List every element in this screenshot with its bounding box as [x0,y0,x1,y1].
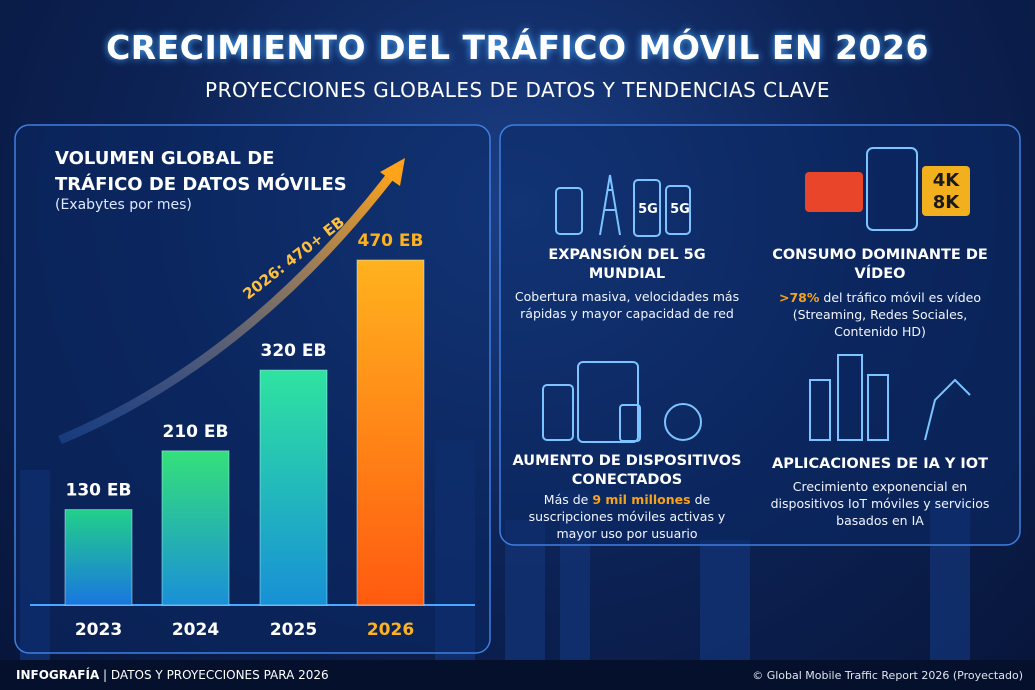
body-text: Cobertura masiva, velocidades más rápida… [514,289,740,321]
bar [259,369,328,606]
card-body: Más de 9 mil millones de suscripciones m… [512,491,742,542]
highlight-text: 9 mil millones [592,492,691,507]
arrow-head [380,158,405,186]
value-label: 130 EB [66,481,132,501]
x-tick-label: 2025 [270,620,317,640]
chart-title: VOLUMEN GLOBAL DE TRÁFICO DE DATOS MÓVIL… [55,148,347,195]
icons [542,147,971,443]
bar [161,450,230,606]
footer-left: INFOGRAFÍA | DATOS Y PROYECCIONES PARA 2… [16,668,329,682]
footer-label: INFOGRAFÍA [16,668,100,682]
x-tick-label: 2023 [75,620,122,640]
value-label: 210 EB [163,422,229,442]
footer-source: © Global Mobile Traffic Report 2026 (Pro… [752,669,1023,682]
card-title: AUMENTO DE DISPOSITIVOS CONECTADOS [512,453,742,488]
card-body: Crecimiento exponencial en dispositivos … [765,478,995,529]
x-tick-label: 2026 [367,620,414,640]
body-text: del tráfico móvil es vídeo (Streaming, R… [792,290,981,339]
body-text: Más de [543,492,593,507]
highlight-text: >78% [779,290,820,305]
bar [356,259,425,606]
body-text: de suscripciones móviles activas y mayor… [528,492,726,541]
page-subtitle: PROYECCIONES GLOBALES DE DATOS Y TENDENC… [205,78,830,102]
icon-text: 5G [638,202,658,217]
card-body: >78% del tráfico móvil es vídeo (Streami… [765,289,995,340]
chart-subtitle: (Exabytes por mes) [55,197,192,213]
footer-text: DATOS Y PROYECCIONES PARA 2026 [110,668,329,682]
body-text: Crecimiento exponencial en dispositivos … [770,479,990,528]
footer: INFOGRAFÍA | DATOS Y PROYECCIONES PARA 2… [0,660,1035,690]
icon-text: 4K [933,170,961,191]
x-tick-label: 2024 [172,620,219,640]
card-title: APLICACIONES DE IA Y IOT [771,456,989,472]
growth-arrow [58,167,399,445]
card-title: CONSUMO DOMINANTE DE VÍDEO [772,247,988,282]
card-title: EXPANSIÓN DEL 5G MUNDIAL [548,247,706,282]
value-label: 470 EB [358,231,424,251]
icon-text: 5G [670,202,690,217]
page-title: CRECIMIENTO DEL TRÁFICO MÓVIL EN 2026 [106,28,929,67]
value-label: 320 EB [261,341,327,361]
card-body: Cobertura masiva, velocidades más rápida… [512,288,742,322]
icon-text: 8K [933,192,961,213]
bar [64,509,133,606]
